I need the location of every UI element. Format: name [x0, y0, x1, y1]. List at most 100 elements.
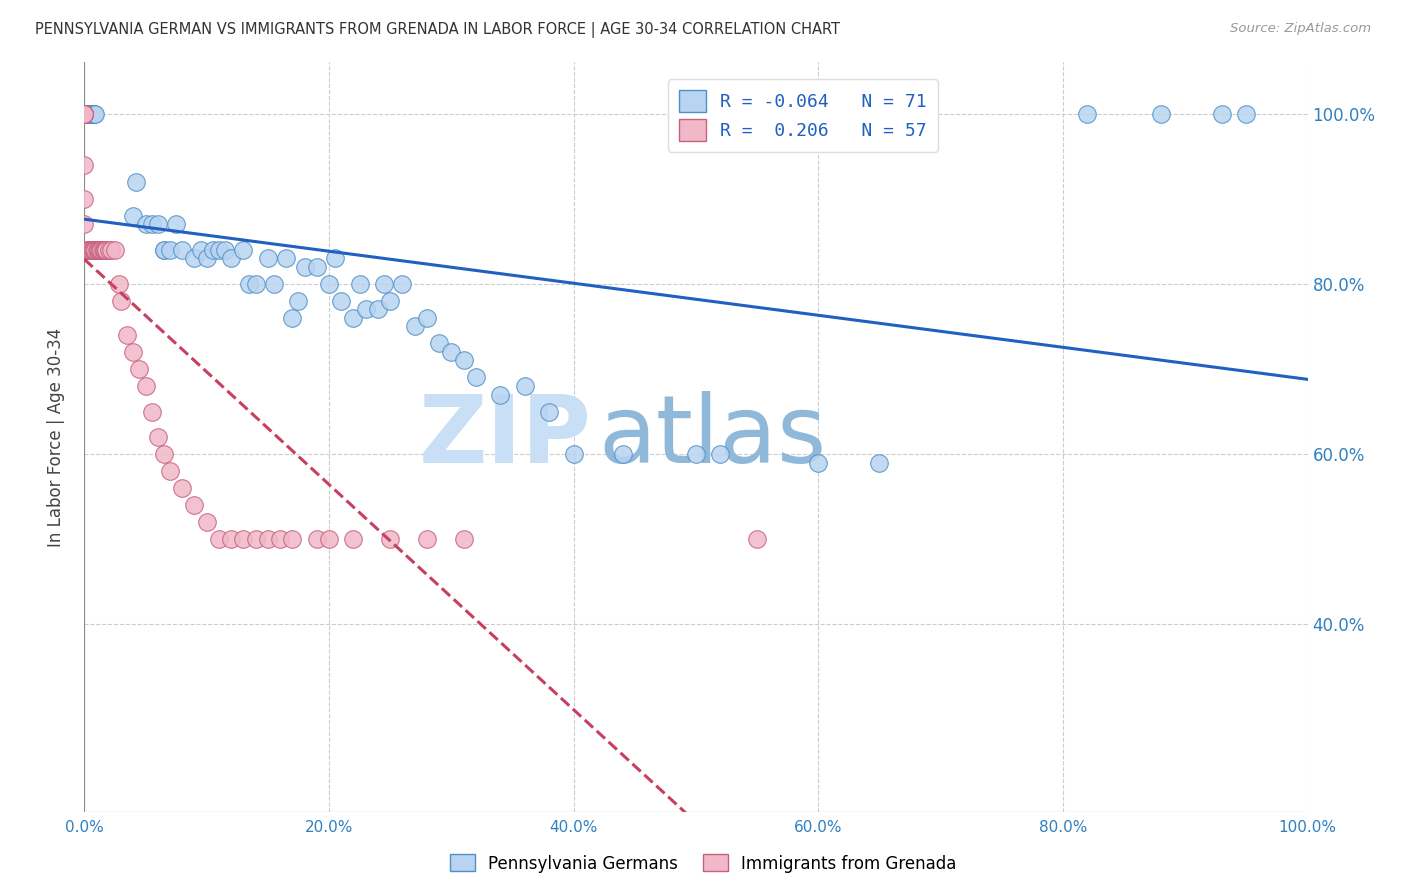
- Text: PENNSYLVANIA GERMAN VS IMMIGRANTS FROM GRENADA IN LABOR FORCE | AGE 30-34 CORREL: PENNSYLVANIA GERMAN VS IMMIGRANTS FROM G…: [35, 22, 841, 38]
- Point: [122, 345, 145, 359]
- Point: [110, 293, 132, 308]
- Point: [77, 106, 100, 120]
- Point: [146, 430, 169, 444]
- Point: [77, 106, 100, 120]
- Point: [90, 243, 112, 257]
- Point: [562, 447, 585, 461]
- Point: [100, 243, 122, 257]
- Point: [612, 447, 634, 461]
- Point: [342, 310, 364, 325]
- Point: [1076, 106, 1098, 120]
- Point: [82, 243, 104, 257]
- Point: [87, 243, 110, 257]
- Point: [107, 277, 129, 291]
- Point: [391, 277, 413, 291]
- Point: [77, 243, 100, 257]
- Point: [135, 379, 157, 393]
- Point: [76, 106, 98, 120]
- Point: [380, 533, 402, 547]
- Point: [208, 243, 231, 257]
- Point: [141, 217, 163, 231]
- Point: [73, 158, 96, 172]
- Point: [305, 260, 328, 274]
- Point: [183, 252, 205, 266]
- Point: [73, 217, 96, 231]
- Point: [77, 106, 100, 120]
- Point: [195, 515, 218, 529]
- Point: [349, 277, 371, 291]
- Point: [83, 106, 105, 120]
- Point: [76, 243, 98, 257]
- Point: [869, 456, 891, 470]
- Point: [83, 243, 105, 257]
- Point: [104, 243, 127, 257]
- Point: [318, 277, 340, 291]
- Point: [245, 277, 267, 291]
- Point: [96, 243, 118, 257]
- Point: [153, 243, 176, 257]
- Point: [146, 217, 169, 231]
- Point: [1236, 106, 1258, 120]
- Point: [79, 106, 101, 120]
- Point: [153, 243, 176, 257]
- Point: [373, 277, 395, 291]
- Point: [77, 106, 100, 120]
- Point: [330, 293, 353, 308]
- Point: [190, 243, 212, 257]
- Y-axis label: In Labor Force | Age 30-34: In Labor Force | Age 30-34: [46, 327, 65, 547]
- Text: ZIP: ZIP: [419, 391, 592, 483]
- Point: [93, 243, 115, 257]
- Point: [238, 277, 260, 291]
- Point: [86, 243, 108, 257]
- Point: [538, 404, 561, 418]
- Point: [709, 447, 731, 461]
- Point: [165, 217, 187, 231]
- Point: [125, 175, 148, 189]
- Point: [73, 106, 96, 120]
- Point: [153, 447, 176, 461]
- Point: [76, 106, 98, 120]
- Point: [77, 106, 100, 120]
- Point: [89, 243, 111, 257]
- Point: [82, 106, 104, 120]
- Point: [159, 464, 181, 478]
- Text: atlas: atlas: [598, 391, 827, 483]
- Point: [79, 106, 101, 120]
- Point: [404, 319, 426, 334]
- Point: [747, 533, 769, 547]
- Point: [80, 106, 103, 120]
- Legend: Pennsylvania Germans, Immigrants from Grenada: Pennsylvania Germans, Immigrants from Gr…: [443, 847, 963, 880]
- Point: [281, 310, 304, 325]
- Point: [122, 209, 145, 223]
- Text: Source: ZipAtlas.com: Source: ZipAtlas.com: [1230, 22, 1371, 36]
- Point: [380, 293, 402, 308]
- Point: [440, 345, 463, 359]
- Point: [416, 310, 439, 325]
- Point: [84, 106, 107, 120]
- Point: [94, 243, 117, 257]
- Point: [159, 243, 181, 257]
- Point: [219, 533, 242, 547]
- Point: [453, 353, 475, 368]
- Point: [464, 370, 486, 384]
- Point: [135, 217, 157, 231]
- Point: [172, 243, 194, 257]
- Point: [128, 362, 150, 376]
- Point: [453, 533, 475, 547]
- Point: [73, 106, 96, 120]
- Point: [141, 404, 163, 418]
- Point: [513, 379, 536, 393]
- Point: [73, 106, 96, 120]
- Point: [1211, 106, 1233, 120]
- Point: [367, 302, 389, 317]
- Point: [232, 533, 254, 547]
- Point: [807, 456, 830, 470]
- Point: [257, 252, 280, 266]
- Point: [97, 243, 120, 257]
- Point: [80, 243, 103, 257]
- Point: [214, 243, 236, 257]
- Point: [245, 533, 267, 547]
- Point: [354, 302, 377, 317]
- Point: [87, 243, 110, 257]
- Point: [79, 243, 101, 257]
